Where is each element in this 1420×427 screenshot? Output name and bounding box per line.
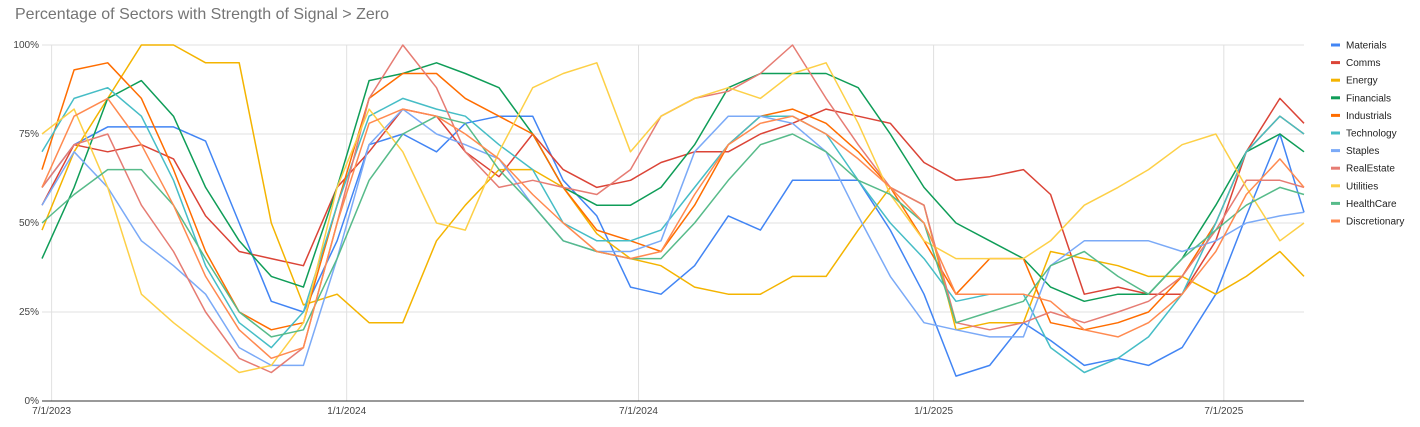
legend-swatch-industrials bbox=[1331, 113, 1340, 117]
x-tick-label: 7/1/2024 bbox=[619, 406, 658, 417]
legend-label: Financials bbox=[1346, 93, 1391, 104]
legend-swatch-realestate bbox=[1331, 166, 1340, 170]
legend-label: Staples bbox=[1346, 146, 1379, 157]
legend-label: Materials bbox=[1346, 41, 1387, 52]
legend-swatch-discretionary bbox=[1331, 219, 1340, 223]
legend: Materials Comms Energy Financials Industrial… bbox=[1331, 41, 1404, 228]
series-lines bbox=[41, 44, 1305, 377]
chart-title: Percentage of Sectors with Strength of S… bbox=[15, 6, 389, 23]
y-tick-label: 50% bbox=[19, 218, 39, 229]
legend-swatch-staples bbox=[1331, 149, 1340, 153]
legend-swatch-comms bbox=[1331, 61, 1340, 65]
legend-label: Discretionary bbox=[1346, 217, 1404, 228]
legend-swatch-healthcare bbox=[1331, 201, 1340, 205]
series-line-staples bbox=[41, 108, 1305, 367]
y-tick-label: 75% bbox=[19, 129, 39, 140]
series-line-healthcare bbox=[41, 115, 1305, 338]
series-line-utilities bbox=[41, 62, 1305, 374]
legend-swatch-utilities bbox=[1331, 184, 1340, 188]
series-line-materials bbox=[41, 115, 1305, 377]
legend-swatch-financials bbox=[1331, 96, 1340, 100]
legend-swatch-energy bbox=[1331, 78, 1340, 82]
x-tick-label: 1/1/2025 bbox=[914, 406, 953, 417]
series-line-energy bbox=[41, 44, 1305, 331]
legend-label: Energy bbox=[1346, 76, 1378, 87]
series-line-financials bbox=[41, 62, 1305, 303]
series-line-industrials bbox=[41, 62, 1305, 331]
legend-label: Comms bbox=[1346, 58, 1380, 69]
y-tick-label: 100% bbox=[13, 40, 39, 51]
legend-label: HealthCare bbox=[1346, 199, 1397, 210]
legend-label: Industrials bbox=[1346, 111, 1392, 122]
x-tick-label: 7/1/2023 bbox=[32, 406, 71, 417]
y-tick-label: 25% bbox=[19, 307, 39, 318]
legend-swatch-technology bbox=[1331, 131, 1340, 135]
legend-label: RealEstate bbox=[1346, 164, 1395, 175]
legend-label: Technology bbox=[1346, 129, 1397, 140]
axes: 0% 25% 50% 75% 100% 7/1/2023 1/1/2024 7/1/2024 1… bbox=[13, 40, 1304, 417]
series-line-comms bbox=[41, 97, 1305, 295]
x-tick-label: 1/1/2024 bbox=[327, 406, 366, 417]
legend-label: Utilities bbox=[1346, 181, 1378, 192]
y-tick-label: 0% bbox=[25, 396, 40, 407]
series-line-technology bbox=[41, 86, 1305, 374]
series-line-discretionary bbox=[41, 97, 1305, 360]
legend-swatch-materials bbox=[1331, 43, 1340, 47]
x-tick-label: 7/1/2025 bbox=[1204, 406, 1243, 417]
